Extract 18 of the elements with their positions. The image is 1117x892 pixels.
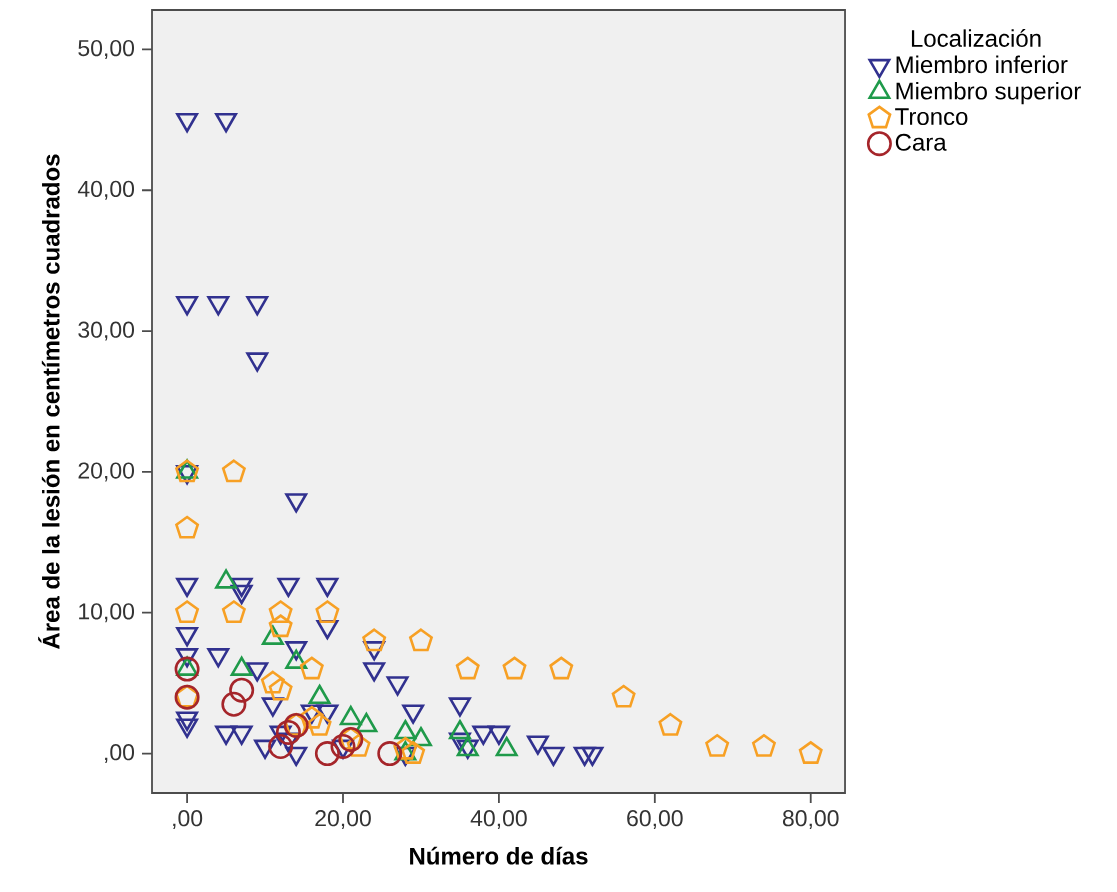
x-tick-label: 40,00	[470, 810, 527, 830]
y-tick-label: 10,00	[79, 603, 135, 623]
legend-label: Miembro superior	[896, 81, 1081, 105]
x-axis-title: Número de días	[410, 846, 588, 865]
x-tick-label: 80,00	[782, 810, 839, 830]
y-tick-label: 40,00	[77, 180, 135, 200]
x-tick-label: 20,00	[315, 810, 371, 830]
y-tick-label: ,00	[105, 744, 135, 764]
y-tick-label: 50,00	[78, 39, 135, 59]
legend-label: Miembro inferior	[896, 55, 1068, 74]
legend-label: Tronco	[895, 108, 968, 126]
x-tick-label: 60,00	[627, 810, 683, 830]
legend-title: Localización	[911, 29, 1041, 47]
legend-label: Cara	[895, 133, 947, 151]
y-axis-title: Área de la lesión en centímetros cuadrados	[38, 154, 60, 649]
x-tick-label: ,00	[173, 810, 203, 830]
y-tick-label: 30,00	[78, 321, 135, 341]
y-tick-label: 20,00	[78, 462, 135, 482]
